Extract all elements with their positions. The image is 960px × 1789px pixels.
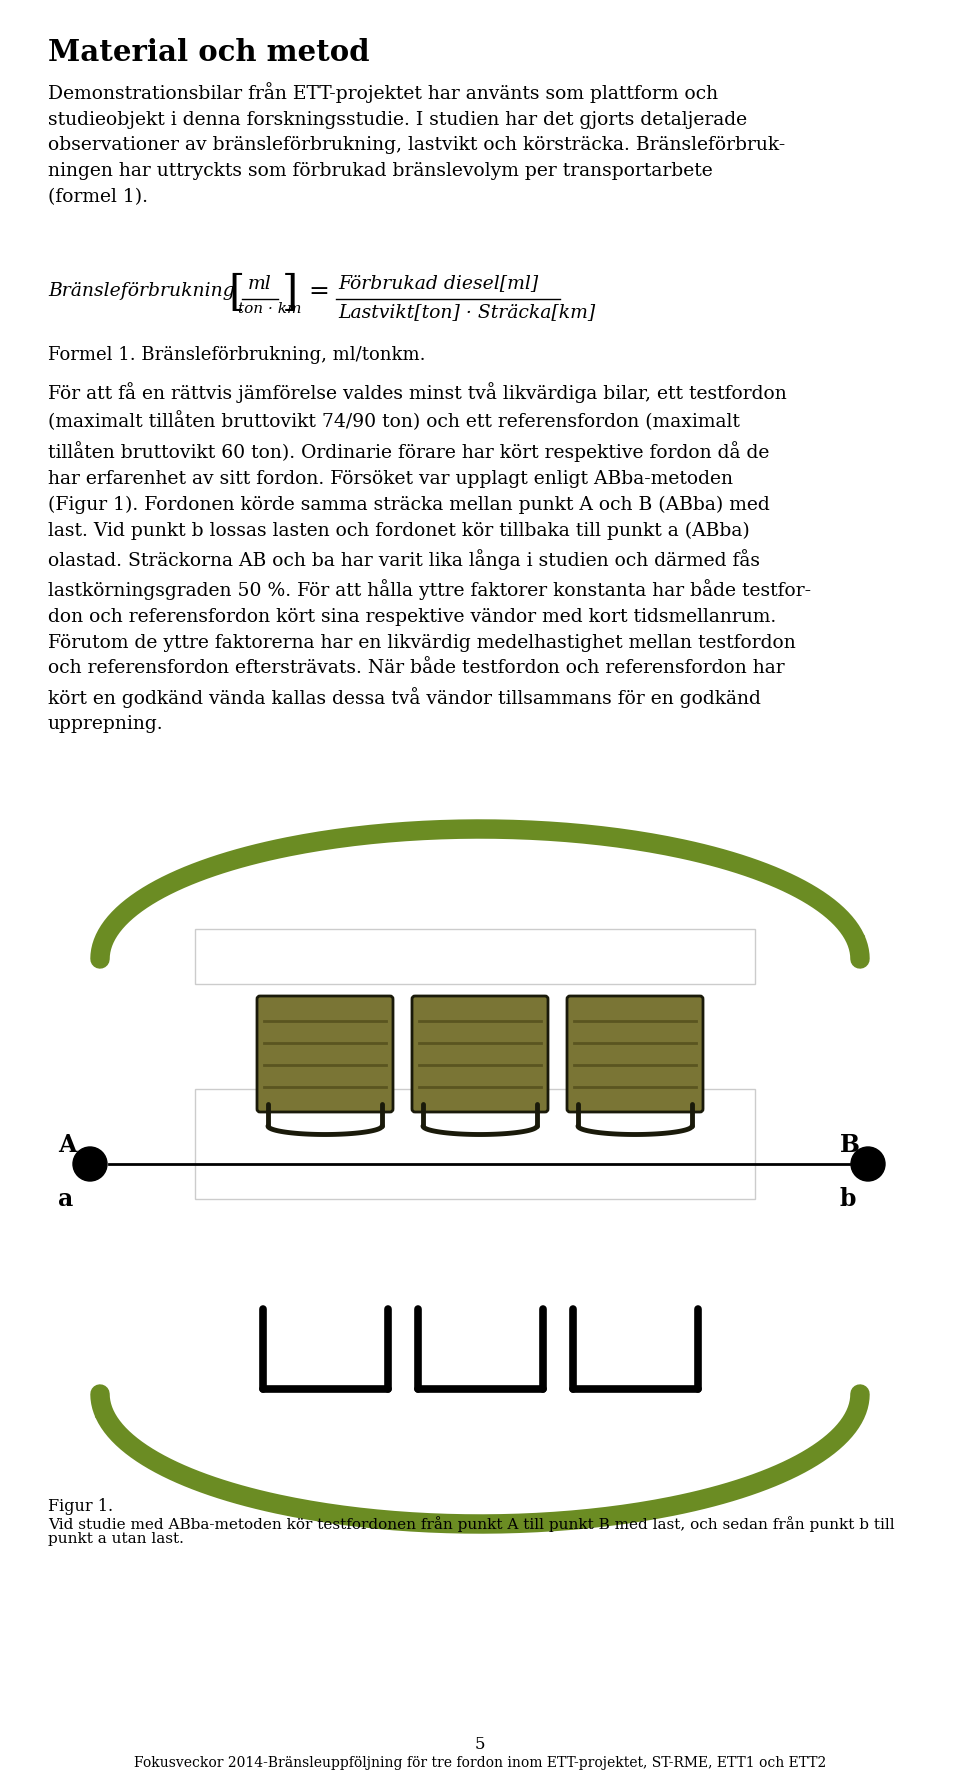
- Circle shape: [851, 1147, 885, 1181]
- Text: För att få en rättvis jämförelse valdes minst två likvärdiga bilar, ett testford: För att få en rättvis jämförelse valdes …: [48, 381, 811, 733]
- Text: Material och metod: Material och metod: [48, 38, 370, 66]
- Text: Demonstrationsbilar från ETT-projektet har använts som plattform och
studieobjek: Demonstrationsbilar från ETT-projektet h…: [48, 82, 785, 206]
- Text: Fokusveckor 2014-Bränsleuppföljning för tre fordon inom ETT-projektet, ST-RME, E: Fokusveckor 2014-Bränsleuppföljning för …: [133, 1755, 827, 1769]
- Text: Bränsleförbrukning: Bränsleförbrukning: [48, 283, 235, 301]
- Text: Lastvikt[ton] · Sträcka[km]: Lastvikt[ton] · Sträcka[km]: [338, 302, 595, 320]
- Text: Vid studie med ABba-metoden kör testfordonen från punkt A till punkt B med last,: Vid studie med ABba-metoden kör testford…: [48, 1515, 895, 1531]
- FancyBboxPatch shape: [257, 996, 393, 1113]
- Circle shape: [73, 1147, 107, 1181]
- Bar: [195, 930, 755, 984]
- Text: punkt a utan last.: punkt a utan last.: [48, 1531, 184, 1546]
- Bar: [195, 1090, 755, 1199]
- FancyBboxPatch shape: [412, 996, 548, 1113]
- FancyBboxPatch shape: [567, 996, 703, 1113]
- Text: Figur 1.: Figur 1.: [48, 1497, 113, 1513]
- Text: ]: ]: [282, 272, 299, 313]
- Text: a: a: [58, 1186, 73, 1211]
- Text: 5: 5: [475, 1735, 485, 1751]
- Text: ml: ml: [248, 276, 272, 293]
- Text: [: [: [228, 272, 244, 313]
- Text: B: B: [840, 1132, 860, 1156]
- Text: A: A: [58, 1132, 77, 1156]
- Text: Formel 1. Bränsleförbrukning, ml/tonkm.: Formel 1. Bränsleförbrukning, ml/tonkm.: [48, 345, 425, 363]
- Text: =: =: [308, 279, 329, 302]
- Text: b: b: [840, 1186, 856, 1211]
- Text: ton · km: ton · km: [238, 302, 301, 317]
- Text: Förbrukad diesel[ml]: Förbrukad diesel[ml]: [338, 274, 539, 292]
